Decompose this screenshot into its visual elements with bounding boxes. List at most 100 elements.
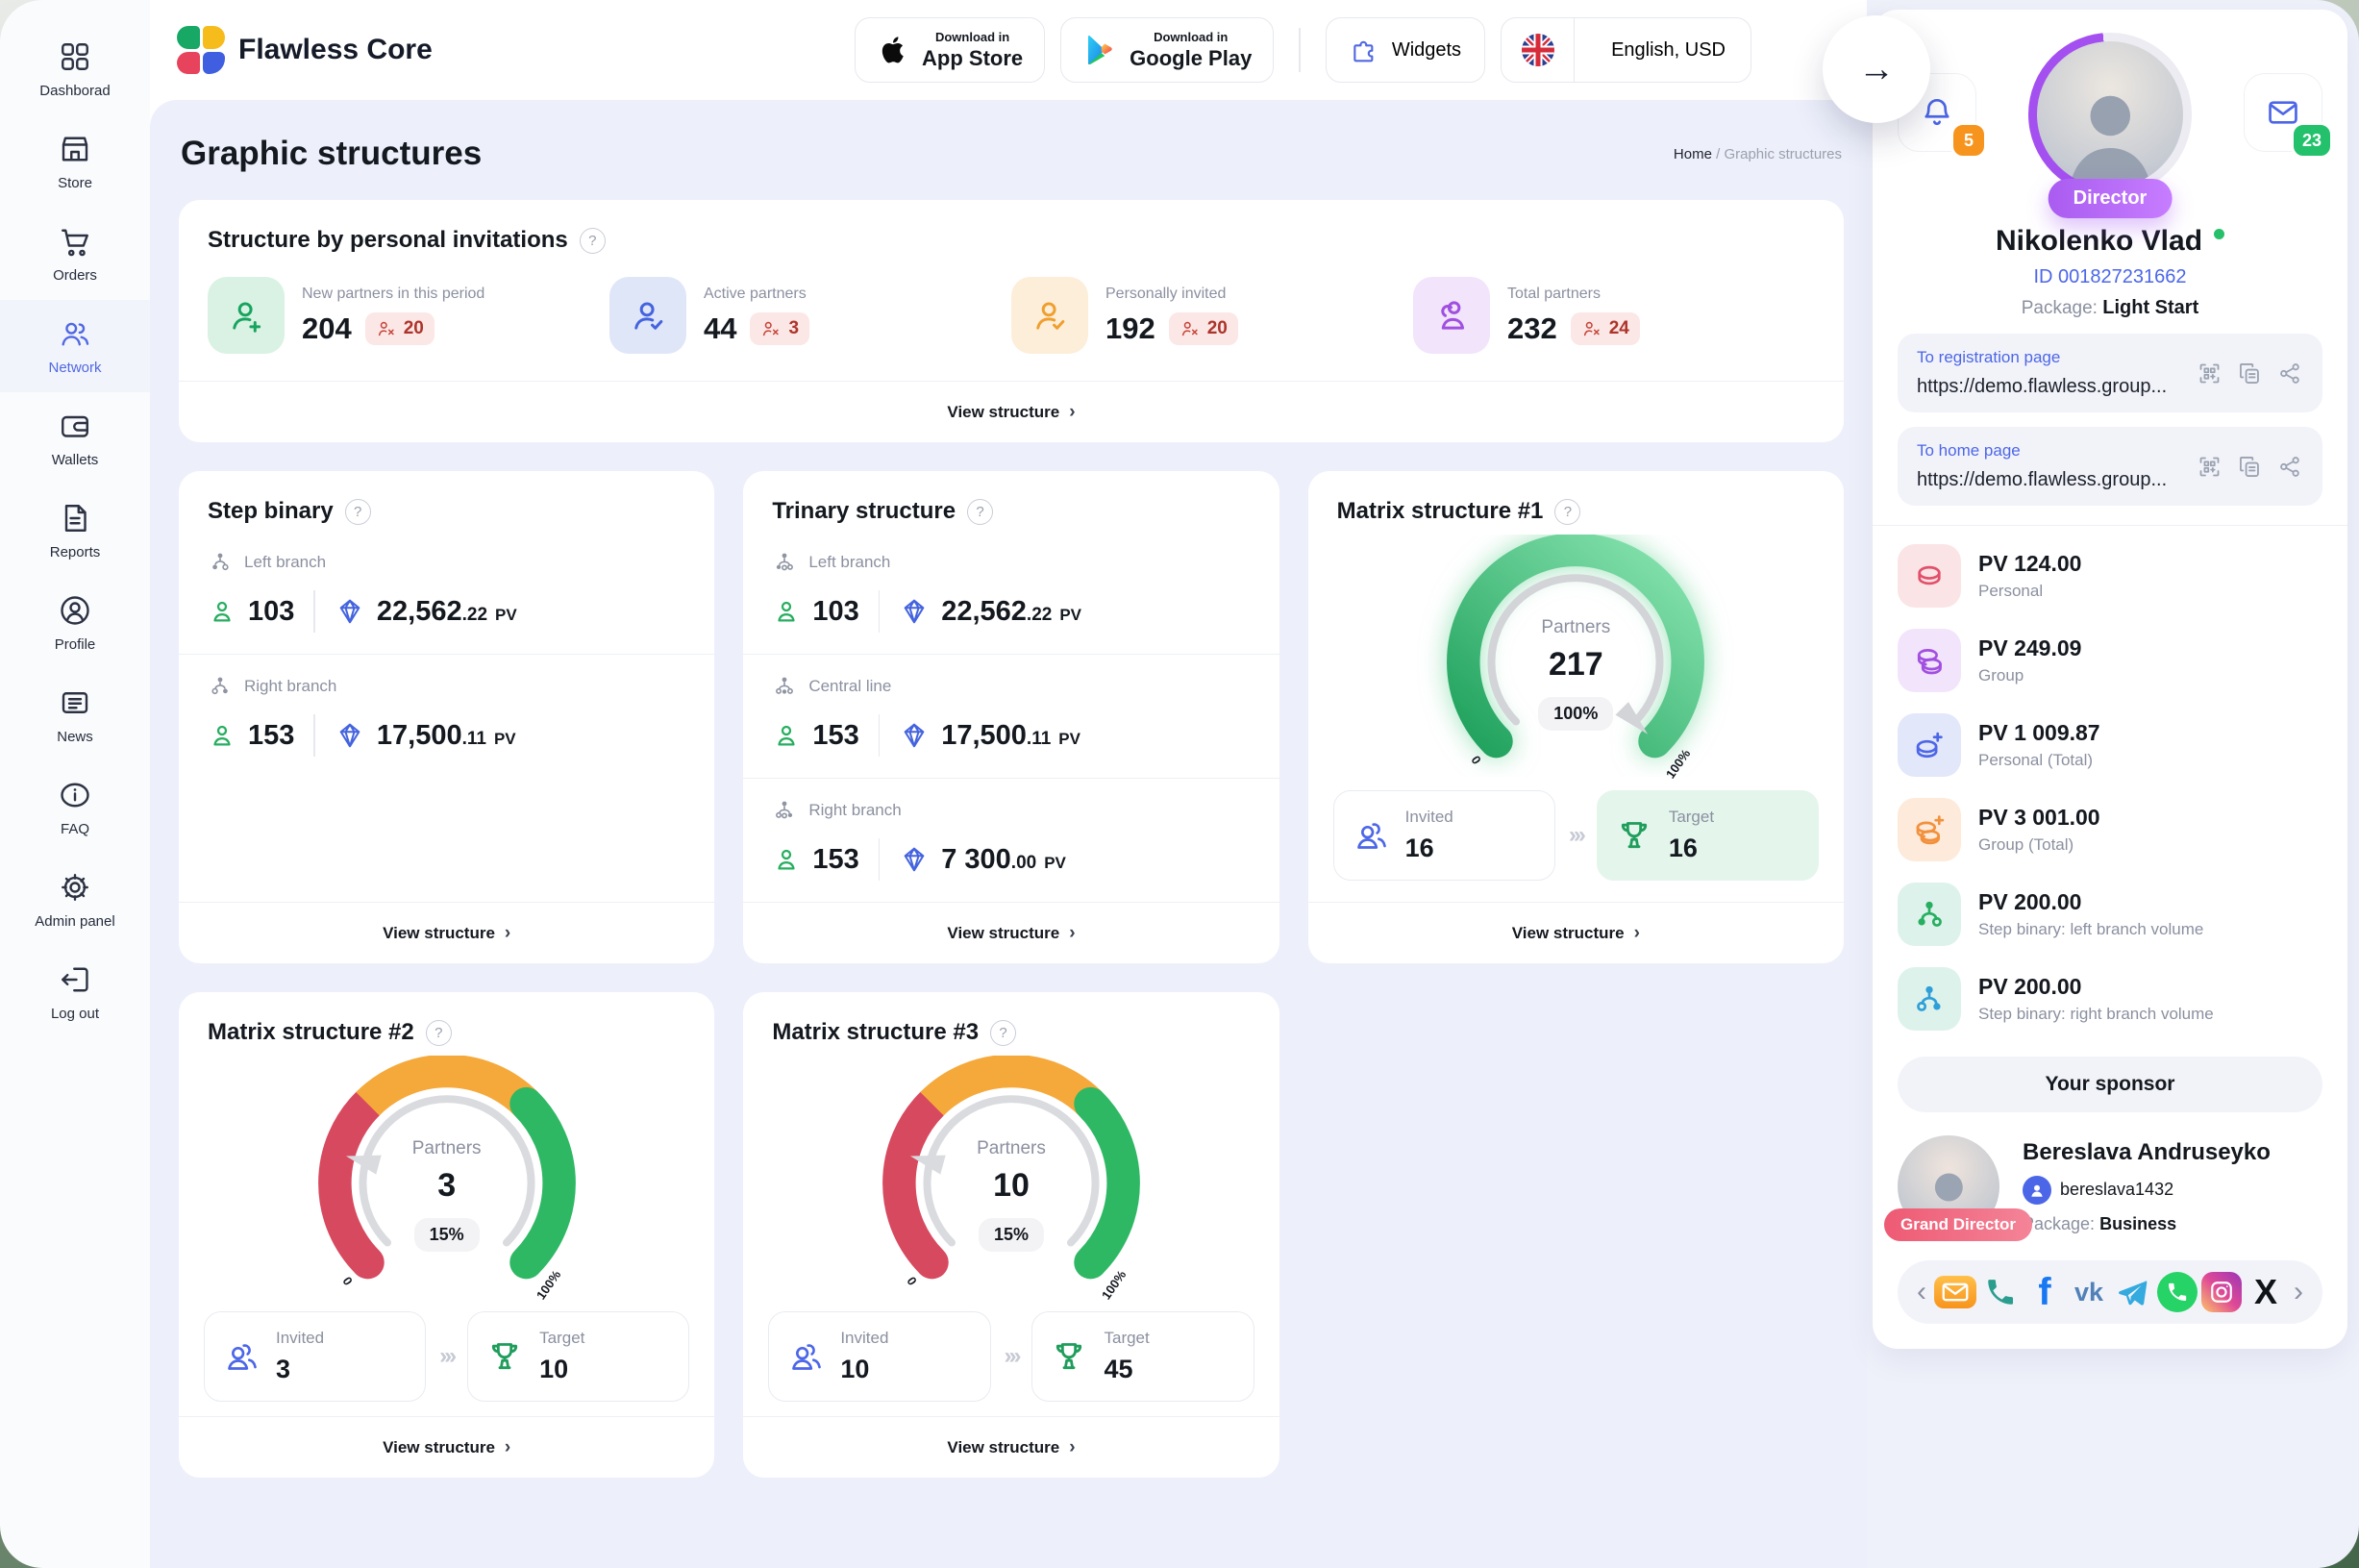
chevron-right-icon: › [1069, 1436, 1076, 1457]
avatar[interactable] [2037, 41, 2183, 187]
scroll-left-icon[interactable]: ‹ [1917, 1276, 1926, 1307]
share-icon[interactable] [2277, 454, 2303, 480]
registration-link-label[interactable]: To registration page [1917, 348, 2061, 366]
info-icon [61, 783, 89, 808]
role-badge: Director [2048, 179, 2173, 218]
help-icon[interactable]: ? [579, 227, 606, 254]
pv-unit: PV [493, 729, 516, 748]
stat-label: New partners in this period [302, 285, 485, 302]
pv-decimals: .11 [461, 728, 486, 749]
view-structure-button[interactable]: View structure › [179, 902, 715, 963]
copy-icon[interactable] [2237, 361, 2263, 386]
pv-label: Group (Total) [1978, 835, 2074, 854]
home-link-url[interactable]: https://demo.flawless.group... [1917, 469, 2168, 490]
sidebar-item-admin-panel[interactable]: Admin panel [0, 854, 150, 946]
step-binary-card: Step binary? Left branch 103 22,562.22 PV… [179, 471, 715, 963]
share-icon[interactable] [2277, 361, 2303, 386]
help-icon[interactable]: ? [425, 1019, 452, 1046]
sidebar-label: Admin panel [35, 913, 115, 930]
view-structure-button[interactable]: View structure › [743, 902, 1279, 963]
sidebar-item-faq[interactable]: FAQ [0, 761, 150, 854]
help-icon[interactable]: ? [344, 498, 371, 525]
avatar-ring [2028, 33, 2192, 196]
view-structure-button[interactable]: View structure › [1307, 902, 1844, 963]
branch-label: Left branch [244, 553, 327, 571]
breadcrumb-home-link[interactable]: Home [1673, 145, 1712, 162]
help-icon[interactable]: ? [1554, 498, 1581, 525]
phone-social-icon[interactable] [1980, 1272, 2021, 1312]
sidebar-item-dashboard[interactable]: Dashborad [0, 23, 150, 115]
facebook-icon[interactable]: f [2038, 1271, 2051, 1313]
whatsapp-icon[interactable] [2157, 1272, 2198, 1312]
chevron-right-icon: › [504, 922, 511, 943]
instagram-icon[interactable] [2201, 1272, 2242, 1312]
sponsor-username[interactable]: bereslava1432 [2060, 1180, 2174, 1199]
pv-unit: PV [1058, 729, 1080, 748]
content-area: Graphic structures Home / Graphic struct… [150, 100, 1867, 1568]
coin-plus-icon [1898, 713, 1961, 777]
view-structure-button[interactable]: View structure › [743, 1416, 1279, 1478]
pv-label: Step binary: right branch volume [1978, 1005, 2214, 1023]
locale-button[interactable]: English, USD [1501, 17, 1751, 83]
x-twitter-icon[interactable]: X [2253, 1272, 2277, 1311]
user-avatar-icon [2023, 1175, 2051, 1205]
help-icon[interactable]: ? [967, 498, 994, 525]
diamond-icon [339, 723, 360, 748]
collapse-panel-button[interactable]: → [1823, 15, 1930, 123]
sidebar-item-network[interactable]: Network [0, 300, 150, 392]
sidebar-item-store[interactable]: Store [0, 115, 150, 208]
telegram-icon[interactable] [2113, 1272, 2153, 1312]
arrows-icon: ››› [1004, 1343, 1022, 1369]
matrix-3-gauge: Partners 10 15% 0 100% [853, 1054, 1170, 1302]
sidebar-item-reports[interactable]: Reports [0, 485, 150, 577]
scroll-right-icon[interactable]: › [2294, 1276, 2303, 1307]
sidebar-item-orders[interactable]: Orders [0, 208, 150, 300]
email-social-icon[interactable] [1934, 1276, 1976, 1308]
gauge-partners-value: 10 [993, 1167, 1030, 1204]
sidebar-item-profile[interactable]: Profile [0, 577, 150, 669]
stat-personally-invited: Personally invited 192 20 [1011, 277, 1413, 354]
sidebar-item-news[interactable]: News [0, 669, 150, 761]
target-label: Target [1668, 808, 1715, 826]
branch-row: Right branch 153 7 300.00 PV [743, 778, 1279, 902]
help-icon[interactable]: ? [990, 1019, 1017, 1046]
person-x-icon [763, 321, 780, 336]
copy-icon[interactable] [2237, 454, 2263, 480]
target-value: 10 [539, 1355, 569, 1383]
person-icon [213, 601, 231, 622]
pv-amount: PV 200.00 [1978, 889, 2082, 914]
invitations-card-title: Structure by personal invitations [208, 227, 568, 253]
puzzle-icon [1353, 40, 1374, 62]
sidebar: Dashborad Store Orders Network Wallets R… [0, 0, 150, 1568]
online-status-dot [2214, 229, 2225, 239]
registration-link-url[interactable]: https://demo.flawless.group... [1917, 376, 2168, 397]
qr-code-icon[interactable] [2197, 361, 2222, 386]
messages-button[interactable]: 23 [2244, 73, 2333, 159]
header-divider [1299, 28, 1301, 72]
sidebar-label: Log out [50, 1006, 100, 1022]
stat-label: Active partners [704, 285, 807, 302]
qr-code-icon[interactable] [2197, 454, 2222, 480]
view-structure-button[interactable]: View structure › [179, 381, 1844, 442]
vk-icon[interactable]: vk [2073, 1277, 2104, 1307]
app-store-button[interactable]: Download in App Store [855, 17, 1046, 83]
google-play-button[interactable]: Download in Google Play [1060, 17, 1275, 83]
locale-label: English, USD [1611, 38, 1726, 61]
invited-value: 16 [1404, 834, 1434, 862]
widgets-button[interactable]: Widgets [1325, 17, 1486, 83]
view-structure-label: View structure [947, 402, 1060, 421]
user-id[interactable]: ID 001827231662 [2033, 266, 2187, 287]
sidebar-item-wallets[interactable]: Wallets [0, 392, 150, 485]
sidebar-item-logout[interactable]: Log out [0, 946, 150, 1038]
home-link-label[interactable]: To home page [1917, 441, 2021, 460]
matrix-2-card: Matrix structure #2? Partners 3 1 [179, 992, 715, 1478]
brand[interactable]: Flawless Core [177, 26, 433, 74]
invited-box: Invited 3 [204, 1311, 427, 1402]
social-links-bar: ‹ f vk X › [1898, 1260, 2322, 1324]
branch-left-icon [212, 553, 229, 571]
sidebar-label: News [57, 729, 93, 745]
view-structure-button[interactable]: View structure › [179, 1416, 715, 1478]
widgets-label: Widgets [1391, 38, 1462, 61]
